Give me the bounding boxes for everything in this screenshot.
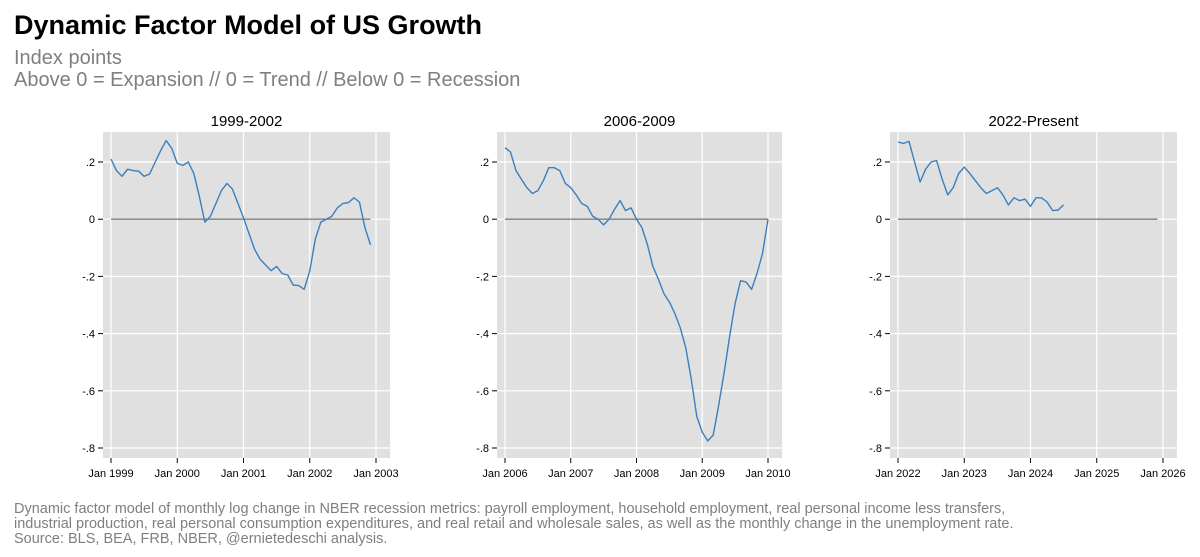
y-tick-label: -.8 bbox=[869, 443, 882, 455]
panel-2: 2006-2009 .2 0 -.2 -.4 -.6 -.8 Jan 2006 Jan 2007… bbox=[476, 113, 790, 480]
y-tick-label: -.4 bbox=[476, 329, 489, 341]
y-tick-label: -.6 bbox=[869, 386, 882, 398]
x-tick-label: Jan 2000 bbox=[155, 468, 200, 480]
y-tick-label: -.8 bbox=[82, 443, 95, 455]
x-tick-label: Jan 2009 bbox=[680, 468, 725, 480]
y-tick-label: .2 bbox=[86, 157, 95, 169]
x-tick-label: Jan 2010 bbox=[745, 468, 790, 480]
x-tick-label: Jan 2006 bbox=[482, 468, 527, 480]
y-tick-label: -.8 bbox=[476, 443, 489, 455]
footnote-line-1: Dynamic factor model of monthly log chan… bbox=[14, 501, 1006, 517]
y-tick-label: -.6 bbox=[82, 386, 95, 398]
y-tick-label: 0 bbox=[876, 214, 882, 226]
panel-title: 1999-2002 bbox=[211, 113, 283, 130]
x-tick-label: Jan 2023 bbox=[942, 468, 987, 480]
x-tick-label: Jan 2001 bbox=[221, 468, 266, 480]
series-line bbox=[897, 140, 1065, 212]
plot-background bbox=[890, 132, 1177, 458]
x-tick-label: Jan 2026 bbox=[1140, 468, 1185, 480]
x-tick-label: Jan 2003 bbox=[353, 468, 398, 480]
chart-subtitle-legend: Above 0 = Expansion // 0 = Trend // Belo… bbox=[14, 69, 521, 91]
panel-3: 2022-Present .2 0 -.2 -.4 -.6 -.8 Jan 2022 Jan 2… bbox=[869, 113, 1185, 480]
y-tick-label: 0 bbox=[483, 214, 489, 226]
x-tick-label: Jan 2024 bbox=[1008, 468, 1053, 480]
series-line bbox=[110, 139, 372, 290]
series-line bbox=[504, 147, 769, 442]
y-tick-label: 0 bbox=[89, 214, 95, 226]
x-tick-label: Jan 2025 bbox=[1074, 468, 1119, 480]
footnote-line-2: industrial production, real personal con… bbox=[14, 516, 1014, 532]
x-tick-label: Jan 2007 bbox=[548, 468, 593, 480]
y-tick-label: -.2 bbox=[869, 271, 882, 283]
y-tick-label: .2 bbox=[480, 157, 489, 169]
footnote-source: Source: BLS, BEA, FRB, NBER, @ernietedes… bbox=[14, 531, 388, 547]
chart-subtitle-units: Index points bbox=[14, 47, 122, 69]
panel-title: 2022-Present bbox=[988, 113, 1079, 130]
y-tick-label: -.4 bbox=[82, 329, 95, 341]
x-tick-label: Jan 2022 bbox=[875, 468, 920, 480]
plot-background bbox=[103, 132, 390, 458]
x-tick-label: Jan 1999 bbox=[88, 468, 133, 480]
chart-title: Dynamic Factor Model of US Growth bbox=[14, 10, 483, 40]
panel-title: 2006-2009 bbox=[604, 113, 676, 130]
y-tick-label: .2 bbox=[873, 157, 882, 169]
x-tick-label: Jan 2008 bbox=[614, 468, 659, 480]
y-tick-label: -.2 bbox=[82, 271, 95, 283]
y-tick-label: -.2 bbox=[476, 271, 489, 283]
plot-background bbox=[497, 132, 782, 458]
panel-1: 1999-2002 .2 0 -.2 -.4 -.6 -.8 Jan 1999 Jan 2000… bbox=[82, 113, 398, 480]
y-tick-label: -.4 bbox=[869, 329, 882, 341]
x-tick-label: Jan 2002 bbox=[287, 468, 332, 480]
y-tick-label: -.6 bbox=[476, 386, 489, 398]
